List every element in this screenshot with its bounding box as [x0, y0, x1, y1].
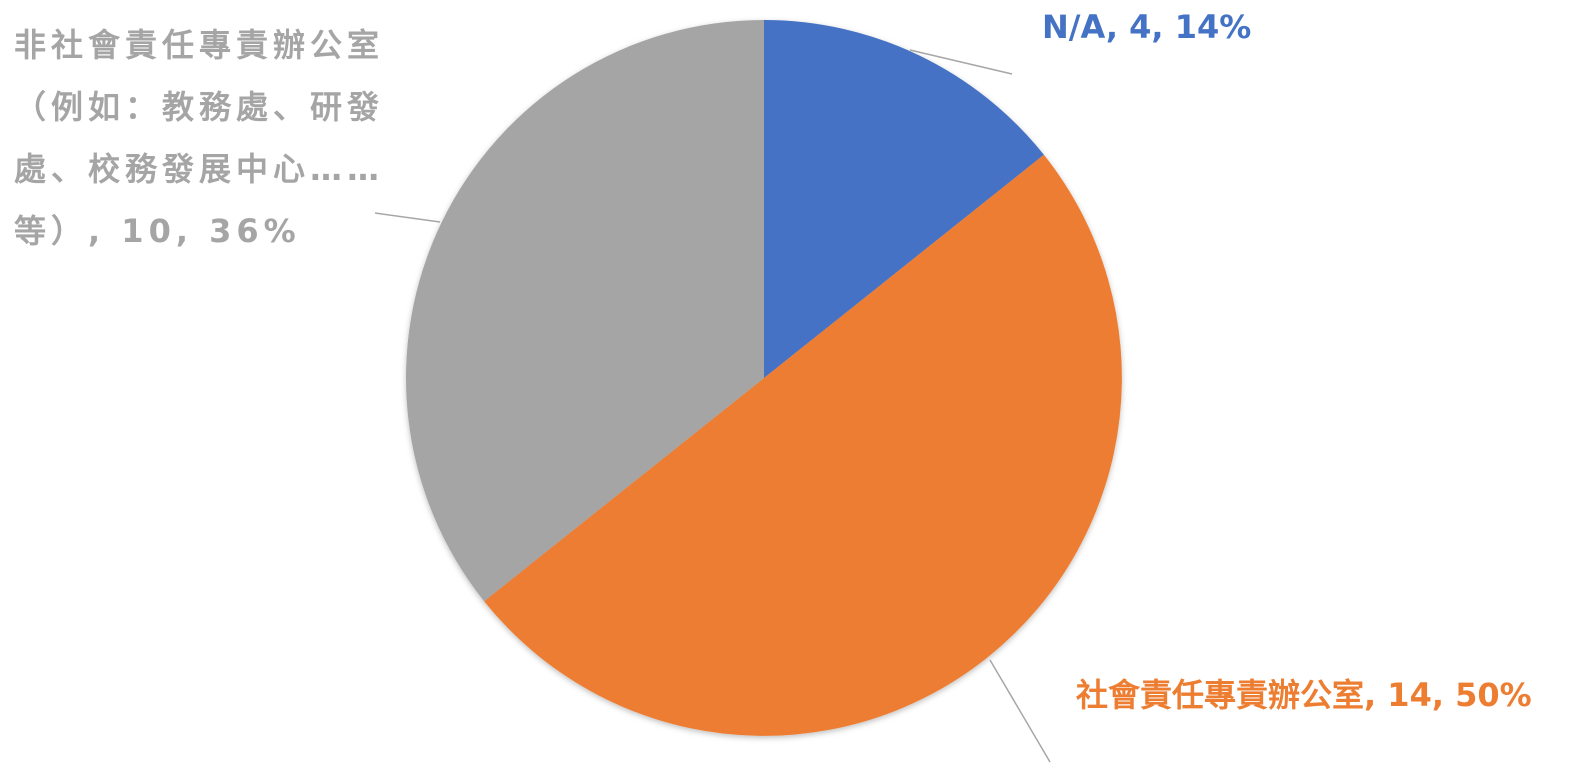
- slices: [406, 20, 1122, 736]
- leader-line: [374, 212, 441, 223]
- data-label: N/A, 4, 14%: [1042, 8, 1252, 46]
- pie-slice: [406, 20, 764, 602]
- data-label: 社會責任專責辦公室, 14, 50%: [1076, 676, 1532, 714]
- leader-line: [909, 49, 1013, 75]
- pie-slice: [484, 154, 1122, 736]
- leader-line: [989, 659, 1051, 763]
- data-label: 非社會責任專責辦公室（例如：教務處、研發處、校務發展中心……等）, 10, 36…: [14, 26, 385, 250]
- pie-slice: [764, 20, 1044, 378]
